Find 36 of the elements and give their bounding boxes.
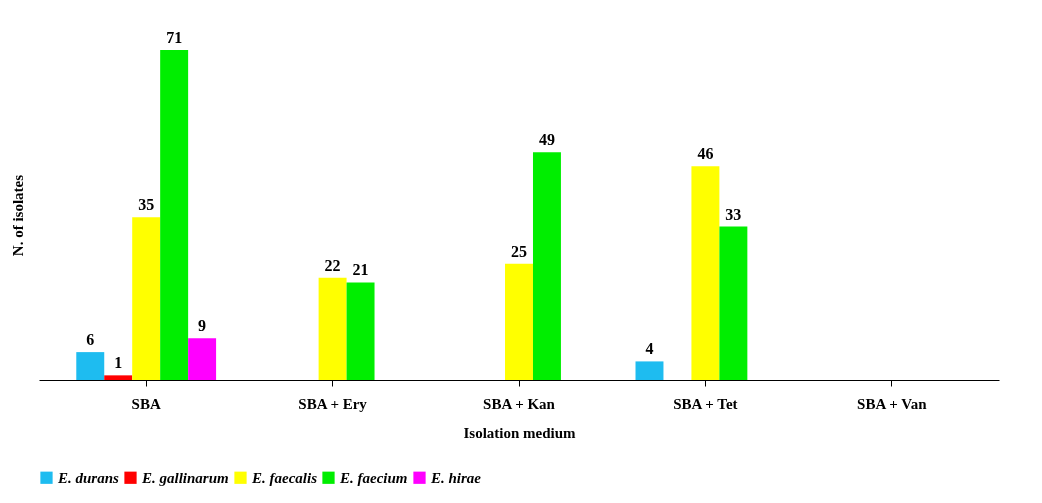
- x-tick-label: SBA + Ery: [298, 395, 368, 412]
- x-tick-label: SBA: [131, 395, 161, 412]
- bar: [719, 226, 748, 380]
- y-axis-title: N. of isolates: [9, 174, 26, 257]
- data-label: 6: [86, 331, 95, 349]
- legend-label: E. gallinarum: [141, 469, 229, 486]
- legend-label: E. hirae: [430, 469, 482, 486]
- data-label: 1: [114, 354, 123, 372]
- legend-label: E. faecalis: [251, 469, 318, 486]
- bar: [505, 263, 533, 380]
- legend-label: E. durans: [57, 469, 120, 486]
- bar: [160, 50, 189, 380]
- legend-label: E. faecium: [339, 469, 408, 486]
- bar: [104, 375, 133, 380]
- data-label: 49: [538, 131, 555, 149]
- data-label: 25: [511, 242, 527, 260]
- data-label: 21: [352, 261, 369, 279]
- bar: [346, 282, 375, 380]
- data-label: 71: [166, 29, 183, 46]
- data-label: 46: [697, 145, 714, 163]
- x-tick-label: SBA + Van: [857, 395, 928, 412]
- bar: [76, 352, 105, 380]
- data-label: 33: [725, 205, 742, 223]
- data-label: 35: [138, 196, 155, 214]
- data-label: 22: [324, 256, 341, 274]
- bar: [318, 277, 347, 380]
- data-label: 9: [198, 317, 207, 335]
- bar: [188, 338, 217, 380]
- x-axis-title: Isolation medium: [463, 424, 577, 441]
- x-tick-label: SBA + Kan: [483, 395, 556, 412]
- bar: [635, 361, 664, 380]
- bar: [132, 217, 161, 380]
- data-label: 4: [645, 340, 654, 358]
- x-tick-label: SBA + Tet: [673, 395, 738, 412]
- bar: [691, 166, 720, 380]
- bar: [532, 152, 561, 380]
